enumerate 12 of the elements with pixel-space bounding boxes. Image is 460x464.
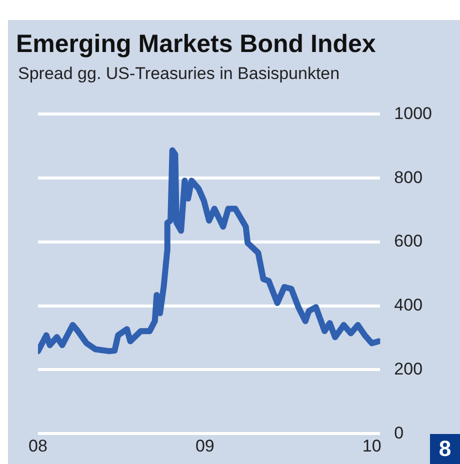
chart-title: Emerging Markets Bond Index bbox=[16, 30, 376, 59]
chart-subtitle: Spread gg. US-Treasuries in Basispunkten bbox=[18, 64, 340, 84]
x-tick-label: 08 bbox=[28, 436, 48, 456]
y-tick-label: 600 bbox=[394, 232, 423, 251]
text: 8 bbox=[430, 434, 460, 464]
y-tick-label: 1000 bbox=[394, 104, 432, 123]
y-tick-label: 200 bbox=[394, 359, 423, 378]
x-tick-label: 10 bbox=[362, 436, 382, 456]
y-tick-label: 400 bbox=[394, 296, 423, 315]
y-tick-label: 0 bbox=[394, 423, 404, 442]
x-tick-label: 09 bbox=[195, 436, 214, 456]
y-tick-label: 800 bbox=[394, 168, 423, 187]
